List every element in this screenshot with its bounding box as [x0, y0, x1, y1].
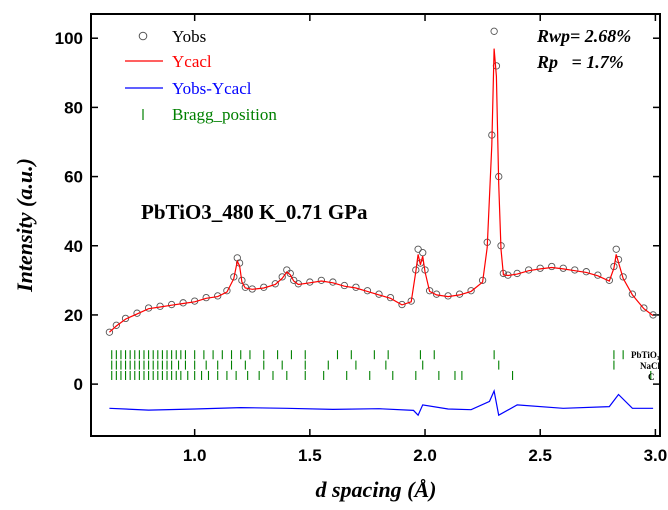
- data-point-yobs: [490, 27, 498, 35]
- data-point-yobs: [112, 321, 120, 329]
- data-point-yobs: [612, 245, 620, 253]
- data-point-yobs: [223, 287, 231, 295]
- data-point-yobs: [398, 300, 406, 309]
- data-point-yobs: [317, 276, 326, 284]
- y-tick-label: 100: [55, 29, 83, 48]
- data-point-yobs: [432, 290, 441, 298]
- data-point-yobs: [619, 273, 627, 281]
- data-point-yobs: [230, 273, 238, 281]
- data-point-yobs: [628, 290, 637, 298]
- legend-label-diff: Yobs-Ycacl: [172, 79, 252, 98]
- data-point-yobs: [271, 280, 279, 288]
- x-tick-label: 2.0: [413, 446, 437, 465]
- legend: Yobs Ycacl Yobs-Ycacl Bragg_position: [125, 27, 277, 124]
- legend-label-ycacl: Ycacl: [172, 52, 212, 71]
- legend-label-yobs: Yobs: [172, 27, 206, 46]
- data-point-yobs: [121, 314, 130, 323]
- data-point-yobs: [414, 245, 422, 253]
- data-point-yobs: [278, 273, 286, 281]
- legend-label-bragg: Bragg_position: [172, 105, 277, 124]
- series-layer: [105, 27, 657, 417]
- series-line-ycacl: [108, 48, 654, 333]
- x-tick-label: 1.5: [298, 446, 322, 465]
- x-tick-label: 1.0: [183, 446, 207, 465]
- rp-label: Rp = 1.7%: [536, 52, 624, 72]
- x-axis-title: d spacing (Å): [316, 477, 437, 502]
- y-tick-label: 40: [64, 237, 83, 256]
- data-point-yobs: [419, 249, 427, 257]
- sample-annotation: PbTiO3_480 K_0.71 GPa: [141, 200, 368, 224]
- y-tick-label: 60: [64, 168, 83, 187]
- data-point-yobs: [286, 269, 294, 278]
- data-point-yobs: [548, 262, 556, 271]
- y-tick-label: 80: [64, 98, 83, 117]
- data-point-yobs: [133, 309, 141, 317]
- y-tick-label: 0: [74, 375, 83, 394]
- data-point-yobs: [467, 287, 475, 295]
- axis-ticks: [91, 14, 660, 436]
- rwp-label: Rwp= 2.68%: [536, 26, 631, 46]
- x-tick-label: 3.0: [644, 446, 668, 465]
- phase-label-c: C: [648, 372, 655, 382]
- data-point-yobs: [290, 276, 298, 284]
- data-point-yobs: [478, 276, 487, 284]
- series-line-difference: [109, 388, 654, 417]
- data-point-yobs: [241, 283, 249, 291]
- data-point-yobs: [425, 287, 434, 295]
- phase-label-nacl: NaCl: [640, 361, 660, 371]
- tick-labels: 1.0 1.5 2.0 2.5 3.0 0 20 40 60 80 100: [55, 29, 668, 465]
- data-point-yobs: [605, 276, 613, 284]
- data-point-yobs: [238, 276, 246, 284]
- legend-marker-yobs: [138, 31, 148, 41]
- phase-label-pbtio3: PbTiO₃: [631, 350, 660, 360]
- data-point-yobs: [649, 311, 657, 319]
- x-tick-label: 2.5: [528, 446, 552, 465]
- data-point-yobs: [105, 328, 114, 336]
- y-axis-title: Intensity (a.u.): [12, 158, 37, 293]
- data-point-yobs: [640, 304, 648, 312]
- data-point-yobs: [214, 292, 222, 300]
- y-tick-label: 20: [64, 306, 83, 325]
- bragg-positions: [111, 350, 652, 380]
